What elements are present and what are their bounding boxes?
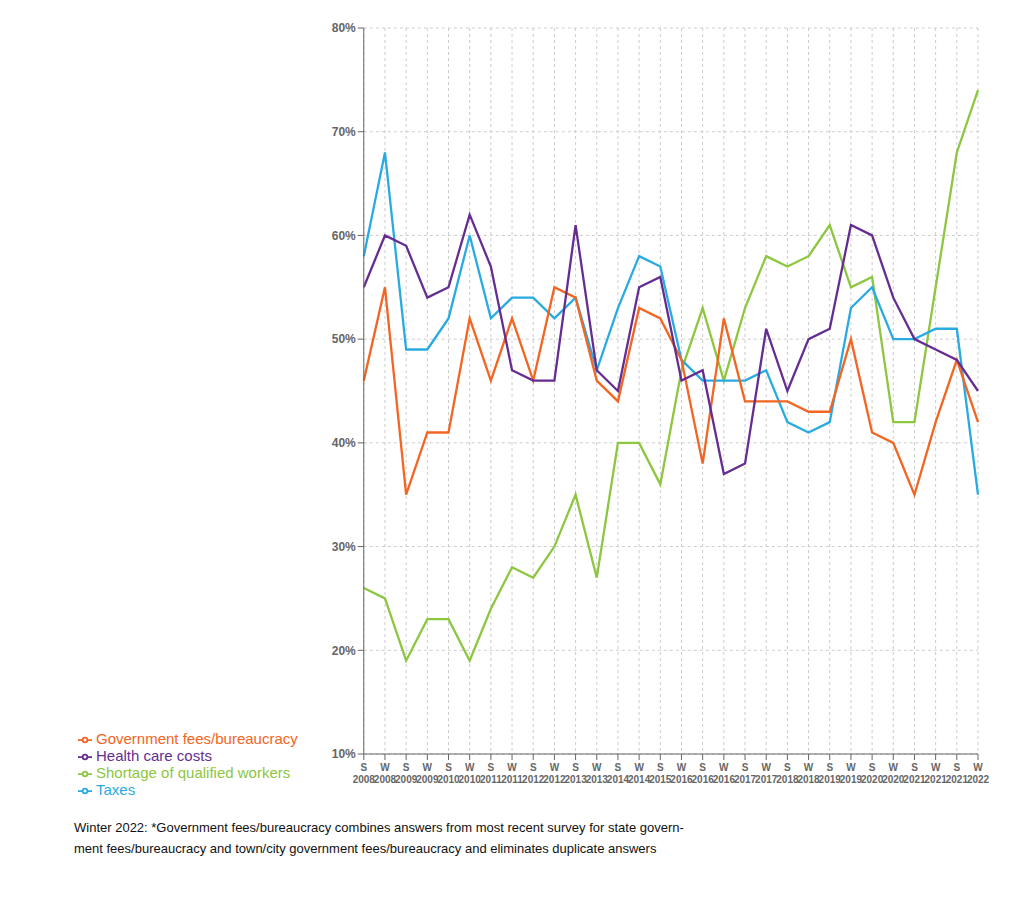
svg-text:W2016: W2016 <box>670 762 693 785</box>
html-text:Health care costs: Health care costs <box>96 746 212 764</box>
svg-text:70%: 70% <box>332 125 356 139</box>
svg-text:S2021: S2021 <box>946 762 969 785</box>
svg-text:W2014: W2014 <box>628 762 651 785</box>
svg-text:S2013: S2013 <box>564 762 587 785</box>
html-text:Winter 2022: *Government fees/: Winter 2022: *Government fees/bureaucrac… <box>74 820 684 835</box>
svg-text:S2020: S2020 <box>861 762 884 785</box>
svg-text:S2017: S2017 <box>734 762 757 785</box>
svg-text:W2010: W2010 <box>459 762 482 785</box>
html-text:Taxes: Taxes <box>96 781 136 798</box>
svg-text:W2022: W2022 <box>967 762 990 785</box>
svg-text:W2009: W2009 <box>416 762 439 785</box>
html-text:ment fees/bureaucracy and town: ment fees/bureaucracy and town/city gove… <box>74 840 657 856</box>
svg-text:S2019: S2019 <box>819 762 842 785</box>
svg-text:S2015: S2015 <box>649 762 672 785</box>
svg-text:60%: 60% <box>332 229 356 243</box>
svg-text:W2021: W2021 <box>925 762 948 785</box>
svg-text:80%: 80% <box>332 21 356 35</box>
html-text:Shortage of qualified workers: Shortage of qualified workers <box>96 763 291 781</box>
svg-text:S2011: S2011 <box>480 762 502 785</box>
svg-text:S2012: S2012 <box>522 762 545 785</box>
svg-text:30%: 30% <box>332 540 356 554</box>
svg-text:W2016: W2016 <box>713 762 736 785</box>
svg-text:W2019: W2019 <box>840 762 863 785</box>
svg-text:W2011: W2011 <box>501 762 523 785</box>
svg-text:50%: 50% <box>332 332 356 346</box>
svg-text:W2017: W2017 <box>755 762 778 785</box>
svg-text:W2018: W2018 <box>797 762 820 785</box>
svg-text:W2012: W2012 <box>543 762 566 785</box>
svg-text:10%: 10% <box>332 747 356 761</box>
svg-text:S2008: S2008 <box>353 762 376 785</box>
html-text:Government fees/bureaucracy: Government fees/bureaucracy <box>96 729 298 747</box>
svg-text:S2009: S2009 <box>395 762 418 785</box>
svg-text:40%: 40% <box>332 436 356 450</box>
svg-text:S2021: S2021 <box>903 762 926 785</box>
svg-text:S2010: S2010 <box>437 762 460 785</box>
svg-text:S2014: S2014 <box>607 762 630 785</box>
svg-text:S2018: S2018 <box>776 762 799 785</box>
svg-text:20%: 20% <box>332 644 356 658</box>
svg-text:W2008: W2008 <box>374 762 397 785</box>
svg-text:W2013: W2013 <box>586 762 609 785</box>
svg-text:W2020: W2020 <box>882 762 905 785</box>
svg-text:S2016: S2016 <box>692 762 715 785</box>
